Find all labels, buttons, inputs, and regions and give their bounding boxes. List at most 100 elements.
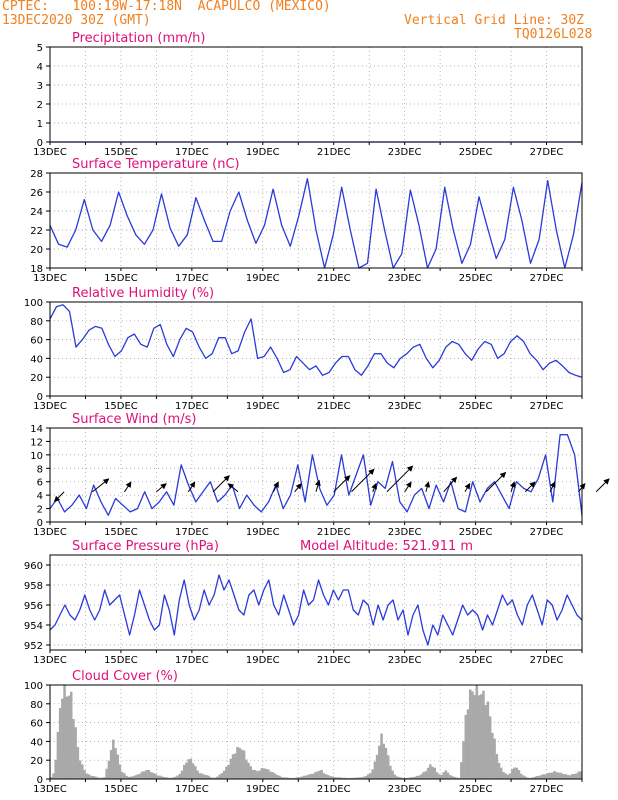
cloud-bar [214,777,217,779]
x-tick-label: 27DEC [530,147,564,158]
panel-6: Cloud Cover (%) 0 20 40 60 80 100 13DEC 15DEC 17D… [24,669,583,795]
cloud-bar [364,775,368,779]
x-tick-label: 23DEC [388,784,422,795]
cloud-bar [251,769,255,779]
cloud-bar [327,775,330,779]
cloud-bar [145,770,148,779]
cloud-bar [329,776,332,779]
x-tick-label: 17DEC [175,401,209,412]
cloud-bar [344,777,348,779]
cloud-bar [140,771,144,779]
cloud-bar [242,750,246,779]
cloud-bar [185,762,188,779]
y-tick-label: 960 [24,561,43,572]
cloud-bar [533,776,536,779]
x-tick-label: 23DEC [388,527,422,538]
cloud-bar [176,775,179,779]
product-code: TQ0126L028 [514,27,593,42]
cloud-bar [165,777,168,779]
y-tick-label: 0 [37,518,43,529]
cloud-bar [132,776,135,779]
cloud-bar [98,777,102,779]
cloud-bar [187,759,190,779]
wind-arrow [404,481,412,493]
y-tick-label: 22 [30,226,43,237]
cloud-bar [398,777,401,779]
wind-arrow [212,475,230,493]
cloud-bar [178,773,182,779]
cloud-bar [171,777,175,779]
cloud-bar [482,690,485,779]
cloud-bar [169,777,173,779]
panel-2: Surface Temperature (nC) 18 20 22 24 26 28 13DE… [30,157,583,284]
cloud-bar [105,768,108,779]
cloud-bar [491,732,494,779]
cloud-bar [209,777,213,779]
y-tick-label: 14 [30,424,43,435]
cloud-bar [535,776,538,779]
y-tick-label: 26 [30,188,43,199]
cloud-bar [400,777,403,779]
x-tick-label: 27DEC [530,273,564,284]
cloud-bar [298,777,301,779]
cloud-bar [247,762,250,779]
cloud-bar [331,776,335,779]
cloud-bar [205,775,208,779]
cloud-bar [194,766,197,779]
x-tick-label: 13DEC [33,527,67,538]
cloud-bar [318,770,321,779]
x-tick-label: 17DEC [175,784,209,795]
y-tick-label: 0 [37,775,43,786]
cloud-bar [233,753,237,779]
cloud-bar [413,776,417,779]
cloud-bar [143,771,146,779]
cloud-bar [542,774,545,779]
cloud-bar [453,776,456,779]
cloud-bar [52,773,55,779]
cloud-bar [245,759,248,779]
y-tick-label: 956 [24,601,43,612]
panel-4: Surface Wind (m/s) 0 2 4 6 8 10 12 14 13DEC 15DEC 1… [30,412,610,538]
cloud-bar [260,768,264,779]
cloud-bar [506,774,510,779]
cloud-bar [524,776,527,779]
x-tick-label: 15DEC [104,273,138,284]
cloud-bar [417,775,421,779]
y-tick-label: 28 [30,169,43,180]
x-tick-label: 13DEC [33,147,67,158]
cloud-bar [127,776,131,779]
cloud-bar [236,746,239,779]
cloud-bar [575,773,578,779]
x-tick-label: 25DEC [459,273,493,284]
cloud-bar [464,714,468,779]
cloud-bar [253,770,257,779]
cloud-bar [402,777,405,779]
cloud-bar [300,776,303,779]
cloud-bar [291,777,295,779]
cloud-bar [544,774,547,779]
panel-title: Surface Temperature (nC) [72,157,240,172]
cloud-bar [216,776,219,779]
cloud-bar [424,771,428,779]
cloud-bar [349,777,352,779]
wind-arrow [124,481,132,493]
cloud-bar [313,772,317,779]
x-tick-label: 17DEC [175,273,209,284]
cloud-bar [484,704,487,779]
cloud-bar [513,767,516,779]
cloud-bar [460,762,463,779]
cloud-bar [218,774,221,779]
wind-arrow [314,479,321,492]
cloud-bar [302,775,306,779]
cloud-bar [76,746,80,779]
cloud-bar [85,773,88,779]
wind-arrow [485,471,507,493]
cloud-bar [249,766,253,779]
cloud-bar [553,771,556,779]
y-tick-label: 8 [37,464,43,475]
y-tick-label: 100 [24,681,43,692]
x-tick-label: 23DEC [388,147,422,158]
cloud-bar [420,774,423,779]
cloud-bar [100,777,104,779]
